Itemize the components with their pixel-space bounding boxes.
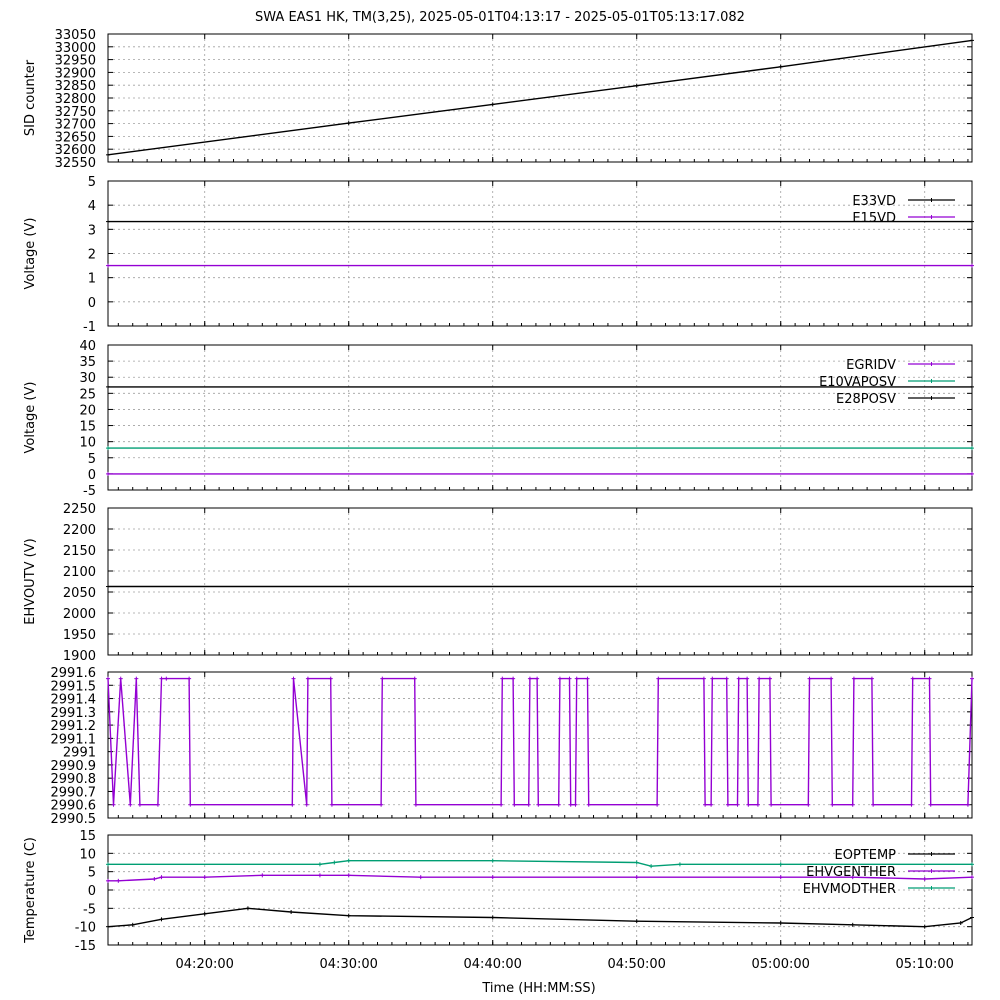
x-tick-label: 05:10:00	[896, 957, 954, 972]
y-tick-label: 2150	[63, 544, 96, 559]
y-tick-label: 0	[88, 296, 96, 311]
y-tick-label: 2990.5	[51, 812, 97, 827]
y-tick-label: 32750	[55, 105, 96, 120]
y-axis-label: Voltage (V)	[23, 218, 38, 290]
y-tick-label: 2991.3	[51, 706, 97, 721]
x-tick-label: 04:30:00	[320, 957, 378, 972]
plot-frame	[107, 33, 973, 163]
y-axis-label: EHVOUTV (V)	[23, 538, 38, 624]
panel-1: 3255032600326503270032750328003285032900…	[23, 28, 974, 171]
plot-frame	[107, 180, 973, 327]
y-tick-label: 2991.5	[51, 679, 97, 694]
y-tick-label: -1	[83, 320, 96, 335]
y-tick-label: 2050	[63, 586, 96, 601]
x-tick-label: 05:00:00	[752, 957, 810, 972]
y-tick-label: 32950	[55, 54, 96, 69]
y-tick-label: 32900	[55, 66, 96, 81]
y-tick-label: -5	[83, 902, 96, 917]
plot-frame	[107, 344, 973, 491]
legend-label: E15VD	[852, 211, 896, 226]
panel-2: -1 0 1 2 3 4 5 Voltage (V) E33VD E15VD	[23, 175, 974, 335]
plot-frame	[107, 507, 973, 656]
y-axis-label: Voltage (V)	[23, 382, 38, 454]
y-tick-label: 2991.6	[51, 666, 97, 681]
y-tick-label: 32600	[55, 143, 96, 158]
plot-frame	[107, 671, 973, 819]
y-tick-label: 32650	[55, 130, 96, 145]
y-tick-label: 32800	[55, 92, 96, 107]
series-line-eoptemp	[107, 907, 973, 928]
series-line-ehvmodther	[108, 860, 972, 867]
series-line-data	[107, 677, 973, 806]
y-tick-label: -10	[75, 921, 96, 936]
legend-label: E33VD	[852, 194, 896, 209]
y-tick-label: 35	[79, 355, 96, 370]
y-tick-label: 4	[88, 199, 96, 214]
y-tick-label: 20	[79, 403, 96, 418]
y-axis-label: Temperature (C)	[23, 837, 38, 944]
y-tick-label: 2991.4	[51, 693, 97, 708]
y-tick-label: 2250	[63, 502, 96, 517]
legend-label: E10VAPOSV	[819, 375, 896, 390]
y-tick-label: 32700	[55, 118, 96, 133]
y-tick-label: 1900	[63, 649, 96, 664]
y-tick-label: -15	[75, 939, 96, 954]
legend-label: E28POSV	[836, 392, 896, 407]
y-tick-label: 40	[79, 339, 96, 354]
y-tick-label: 0	[88, 468, 96, 483]
y-tick-label: 30	[79, 371, 96, 386]
y-tick-label: 5	[88, 452, 96, 467]
x-tick-label: 04:50:00	[608, 957, 666, 972]
legend-label: EGRIDV	[846, 358, 896, 373]
y-tick-label: 5	[88, 866, 96, 881]
x-axis-label: Time (HH:MM:SS)	[481, 981, 595, 996]
chart-title: SWA EAS1 HK, TM(3,25), 2025-05-01T04:13:…	[255, 10, 745, 25]
y-tick-label: 3	[88, 223, 96, 238]
y-axis-label: SID counter	[23, 59, 38, 136]
legend-label: EOPTEMP	[835, 848, 897, 863]
legend-label: EHVMODTHER	[803, 882, 896, 897]
y-tick-label: 2991	[63, 746, 96, 761]
y-tick-label: 5	[88, 175, 96, 190]
y-tick-label: 2990.9	[51, 759, 97, 774]
y-tick-label: 2990.6	[51, 799, 97, 814]
y-tick-label: 15	[79, 420, 96, 435]
panel-5: 2990.52990.62990.72990.82990.929912991.1…	[51, 666, 974, 827]
y-tick-label: 33000	[55, 41, 96, 56]
y-tick-label: 15	[79, 829, 96, 844]
y-tick-label: 2991.2	[51, 719, 97, 734]
legend-label: EHVGENTHER	[806, 865, 896, 880]
y-tick-label: 1	[88, 272, 96, 287]
y-tick-label: 0	[88, 884, 96, 899]
y-tick-label: 10	[79, 847, 96, 862]
x-tick-label: 04:40:00	[464, 957, 522, 972]
y-tick-label: 2990.8	[51, 772, 97, 787]
x-tick-label: 04:20:00	[176, 957, 234, 972]
panels: 3255032600326503270032750328003285032900…	[23, 28, 974, 972]
y-tick-label: 1950	[63, 628, 96, 643]
y-tick-label: -5	[83, 484, 96, 499]
y-tick-label: 2000	[63, 607, 96, 622]
panel-6: 04:20:00 04:30:00 04:40:00 04:50:00 05:00:00…	[23, 829, 974, 972]
y-tick-label: 2	[88, 248, 96, 263]
y-tick-label: 25	[79, 387, 96, 402]
series-line-data	[107, 39, 973, 156]
y-tick-label: 2100	[63, 565, 96, 580]
y-tick-label: 32850	[55, 79, 96, 94]
y-tick-label: 2200	[63, 523, 96, 538]
y-tick-label: 2991.1	[51, 732, 97, 747]
y-tick-label: 32550	[55, 156, 96, 171]
plot-frame	[107, 834, 973, 946]
y-tick-label: 10	[79, 436, 96, 451]
y-tick-label: 33050	[55, 28, 96, 43]
y-tick-label: 2990.7	[51, 785, 97, 800]
panel-4: 1900 1950 2000 2050 2100 2150 2200 2250 EHVOUTV …	[23, 502, 974, 664]
